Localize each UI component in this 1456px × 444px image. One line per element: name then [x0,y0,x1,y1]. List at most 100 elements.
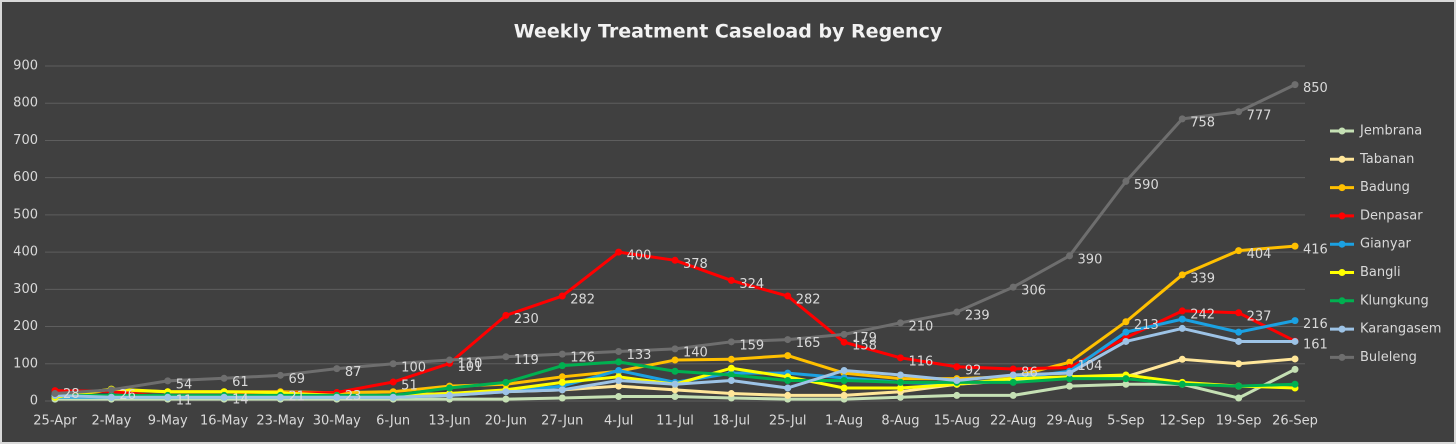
legend-label: Jembrana [1359,124,1422,139]
data-point [1235,309,1243,317]
legend-label: Buleleng [1360,350,1417,365]
data-label: 11 [176,393,193,408]
data-point [51,390,59,398]
data-label: 92 [965,363,982,378]
x-tick-label: 25-Apr [33,414,77,429]
data-label: 116 [908,354,933,369]
data-point [389,360,397,368]
data-label: 306 [1021,284,1046,299]
legend-marker [1338,212,1346,220]
data-point [1235,247,1243,255]
y-tick-label: 300 [13,282,38,297]
y-tick-label: 500 [13,207,38,222]
x-tick-label: 12-Sep [1159,414,1205,429]
legend-marker [1338,127,1346,135]
data-point [840,391,848,399]
data-point [276,393,284,401]
data-point [671,356,679,364]
data-point [1009,378,1017,386]
data-label: 21 [288,390,305,405]
data-label: 390 [1078,252,1103,267]
data-point [1122,177,1130,185]
data-point [446,356,454,364]
data-point [784,384,792,392]
y-tick-label: 900 [13,59,38,74]
data-point [558,386,566,394]
data-point [615,248,623,256]
data-label: 400 [627,249,652,264]
legend-marker [1338,353,1346,361]
data-point [671,345,679,353]
data-label: 216 [1303,317,1328,332]
data-label: 159 [739,338,764,353]
data-point [558,350,566,358]
data-point [558,292,566,300]
data-point [1066,375,1074,383]
data-point [784,391,792,399]
data-point [1122,337,1130,345]
data-point [1066,382,1074,390]
data-label: 230 [514,312,539,327]
data-label: 51 [401,379,418,394]
x-tick-label: 6-Jun [376,414,410,429]
x-tick-label: 9-May [148,414,188,429]
data-point [1235,360,1243,368]
x-tick-label: 29-Aug [1046,414,1092,429]
data-point [840,338,848,346]
data-point [953,308,961,316]
data-point [671,386,679,394]
data-point [1291,337,1299,345]
data-point [1291,365,1299,373]
data-point [671,367,679,375]
x-tick-label: 2-May [91,414,131,429]
data-label: 54 [176,377,193,392]
x-tick-label: 1-Aug [825,414,863,429]
data-point [671,393,679,401]
data-point [784,336,792,344]
data-point [1235,394,1243,402]
data-point [784,352,792,360]
data-point [840,384,848,392]
data-label: 282 [796,293,821,308]
data-point [502,378,510,386]
data-point [1122,375,1130,383]
data-point [1291,81,1299,89]
data-label: 210 [908,319,933,334]
data-point [896,371,904,379]
data-point [727,377,735,385]
data-point [389,378,397,386]
data-label: 126 [570,351,595,366]
legend-label: Klungkung [1360,293,1429,308]
data-point [615,377,623,385]
data-point [502,388,510,396]
data-label: 23 [345,389,362,404]
data-point [1235,382,1243,390]
data-point [502,353,510,361]
data-point [1009,391,1017,399]
data-label: 101 [458,360,483,375]
data-point [1178,271,1186,279]
data-point [1178,380,1186,388]
data-point [107,393,115,401]
data-point [727,364,735,372]
x-tick-label: 25-Jul [769,414,807,429]
data-point [1235,337,1243,345]
x-tick-label: 27-Jun [541,414,583,429]
data-point [784,377,792,385]
data-point [164,393,172,401]
data-label: 140 [683,345,708,360]
data-point [1291,242,1299,250]
x-tick-label: 30-May [313,414,361,429]
x-tick-label: 26-Sep [1272,414,1318,429]
data-point [1009,365,1017,373]
data-label: 86 [1021,365,1038,380]
legend-label: Karangasem [1360,322,1441,337]
data-point [615,382,623,390]
data-point [671,256,679,264]
data-label: 324 [739,277,764,292]
data-label: 339 [1190,271,1215,286]
data-point [502,311,510,319]
data-point [1122,380,1130,388]
x-tick-label: 8-Aug [881,414,919,429]
